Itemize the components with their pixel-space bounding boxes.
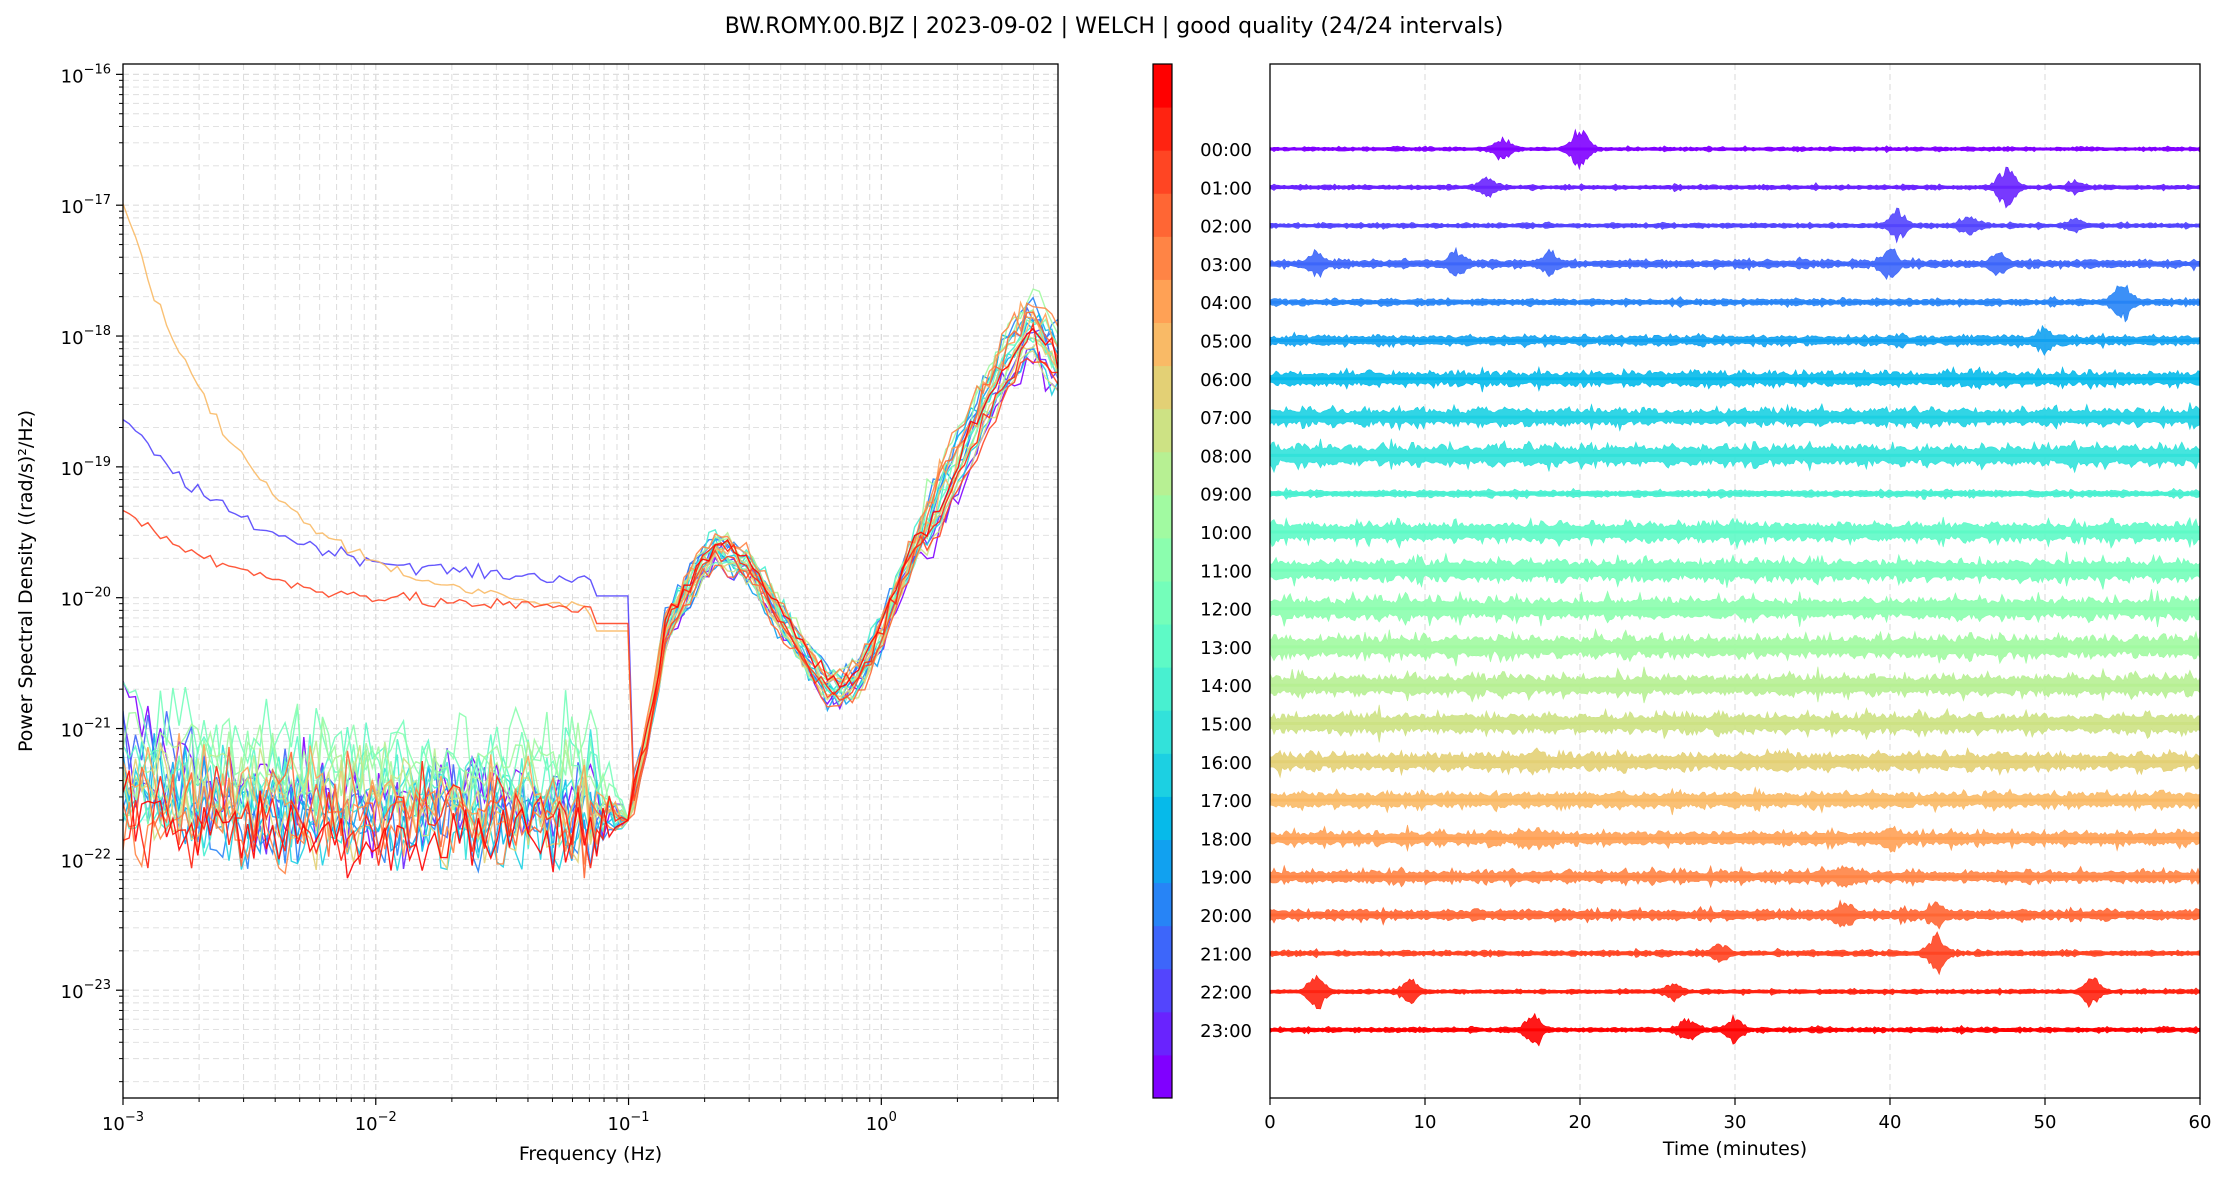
- helicorder-row-label: 02:00: [1200, 217, 1252, 238]
- helicorder-x-tick-label: 30: [1724, 1112, 1747, 1133]
- colorbar-segment: [1153, 193, 1172, 237]
- helicorder-row-label: 21:00: [1200, 944, 1252, 965]
- psd-line-1900: [123, 302, 1058, 875]
- psd-x-axis-label: Frequency (Hz): [519, 1143, 662, 1165]
- helicorder-x-tick-label: 0: [1264, 1112, 1275, 1133]
- psd-y-tick-label: 10−18: [61, 324, 111, 349]
- colorbar-segment: [1153, 753, 1172, 797]
- psd-y-tick-label: 10−19: [61, 455, 111, 480]
- psd-line-2100: [123, 357, 1058, 801]
- psd-line-0800: [123, 337, 1058, 860]
- helicorder-row-label: 18:00: [1200, 829, 1252, 850]
- helicorder-row-label: 09:00: [1200, 485, 1252, 506]
- psd-ticks: 10−3 10−2 10−1 100 10−23 10−22 10−21 10−20 10−19…: [61, 62, 1059, 1135]
- psd-line-0500: [123, 321, 1058, 861]
- helicorder-panel: 0 10 20 30 40 50 60 00:0001:0002:0003:0004:000…: [1200, 63, 2211, 1160]
- helicorder-row-label: 22:00: [1200, 983, 1252, 1004]
- helicorder-row-label: 04:00: [1200, 293, 1252, 314]
- colorbar-segment: [1153, 882, 1172, 927]
- colorbar-segment: [1153, 710, 1172, 754]
- helicorder-ticks: 0 10 20 30 40 50 60: [1264, 1098, 2211, 1133]
- helicorder-row-label: 06:00: [1200, 370, 1252, 391]
- colorbar-segment: [1153, 107, 1172, 151]
- helicorder-row-label: 10:00: [1200, 523, 1252, 544]
- colorbar-segment: [1153, 667, 1172, 711]
- colorbar-segment: [1153, 925, 1172, 970]
- colorbar-segment: [1153, 236, 1172, 280]
- helicorder-row-label: 23:00: [1200, 1021, 1252, 1042]
- colorbar-segment: [1153, 839, 1172, 884]
- psd-grid: [122, 64, 1059, 1098]
- psd-x-tick-label: 100: [866, 1110, 897, 1135]
- psd-line-1600: [123, 337, 1058, 871]
- helicorder-row-label: 03:00: [1200, 255, 1252, 276]
- helicorder-row-label: 07:00: [1200, 408, 1252, 429]
- helicorder-x-tick-label: 40: [1879, 1112, 1902, 1133]
- colorbar-segment: [1153, 451, 1172, 496]
- helicorder-row-label: 11:00: [1200, 561, 1252, 582]
- colorbar-segment: [1153, 581, 1172, 625]
- colorbar-segment: [1153, 968, 1172, 1013]
- psd-y-tick-label: 10−20: [61, 586, 111, 611]
- psd-x-tick-label: 10−2: [355, 1110, 397, 1135]
- psd-x-tick-label: 10−1: [608, 1110, 650, 1135]
- psd-line-0000: [123, 350, 1058, 859]
- colorbar-segment: [1153, 494, 1172, 539]
- helicorder-row-label: 19:00: [1200, 868, 1252, 889]
- psd-line-0300: [123, 305, 1058, 853]
- psd-axes-frame: [122, 63, 1059, 1099]
- psd-line-1300: [123, 288, 1058, 821]
- psd-line-1700: [123, 203, 1058, 806]
- psd-y-tick-label: 10−22: [61, 847, 111, 872]
- helicorder-row-label: 08:00: [1200, 446, 1252, 467]
- helicorder-x-axis-label: Time (minutes): [1662, 1138, 1807, 1160]
- helicorder-traces: [1270, 128, 2200, 1047]
- psd-lines: [123, 203, 1058, 879]
- helicorder-row-label: 14:00: [1200, 676, 1252, 697]
- psd-y-tick-label: 10−17: [61, 193, 111, 218]
- helicorder-x-tick-label: 50: [2034, 1112, 2057, 1133]
- helicorder-row-label: 05:00: [1200, 332, 1252, 353]
- psd-x-tick-label: 10−3: [102, 1110, 144, 1135]
- psd-line-2300: [123, 327, 1058, 879]
- figure-title: BW.ROMY.00.BJZ | 2023-09-02 | WELCH | go…: [725, 14, 1504, 39]
- psd-line-2200: [123, 321, 1058, 869]
- helicorder-row-label: 13:00: [1200, 638, 1252, 659]
- psd-y-tick-label: 10−23: [61, 978, 111, 1003]
- colorbar-segment: [1153, 365, 1172, 410]
- colorbar-segment: [1153, 1011, 1172, 1056]
- psd-panel: 10−3 10−2 10−1 100 10−23 10−22 10−21 10−20 10−19…: [15, 62, 1059, 1165]
- psd-line-1100: [123, 319, 1058, 822]
- helicorder-grid: [1424, 64, 2046, 1098]
- psd-line-2000: [123, 311, 1058, 879]
- psd-line-0200: [123, 329, 1058, 799]
- helicorder-row-label: 00:00: [1200, 140, 1252, 161]
- helicorder-x-tick-label: 60: [2189, 1112, 2212, 1133]
- colorbar-segment: [1153, 796, 1172, 840]
- helicorder-row-label: 20:00: [1200, 906, 1252, 927]
- helicorder-row-label: 17:00: [1200, 791, 1252, 812]
- colorbar-segment: [1153, 279, 1172, 323]
- helicorder-x-tick-label: 20: [1569, 1112, 1592, 1133]
- colorbar-segment: [1153, 624, 1172, 668]
- psd-y-tick-label: 10−21: [61, 717, 111, 742]
- psd-y-tick-label: 10−16: [61, 62, 111, 87]
- helicorder-row-label: 01:00: [1200, 178, 1252, 199]
- colorbar-segment: [1153, 408, 1172, 453]
- colorbar-segment: [1153, 322, 1172, 367]
- colorbar-segment: [1153, 1054, 1172, 1099]
- psd-y-axis-label: Power Spectral Density ((rad/s)²/Hz): [15, 410, 37, 752]
- helicorder-row-label: 12:00: [1200, 600, 1252, 621]
- colorbar-segment: [1153, 64, 1172, 108]
- colorbar-segment: [1153, 537, 1172, 582]
- helicorder-row-label: 16:00: [1200, 753, 1252, 774]
- psd-line-0600: [123, 313, 1058, 855]
- helicorder-row-labels: 00:00 01:00 02:00 03:00 04:00 05:00 06:00 07:00…: [1200, 140, 1252, 1042]
- colorbar-segment: [1153, 150, 1172, 194]
- helicorder-row-label: 15:00: [1200, 715, 1252, 736]
- helicorder-x-tick-label: 10: [1414, 1112, 1437, 1133]
- colorbar: [1152, 63, 1173, 1099]
